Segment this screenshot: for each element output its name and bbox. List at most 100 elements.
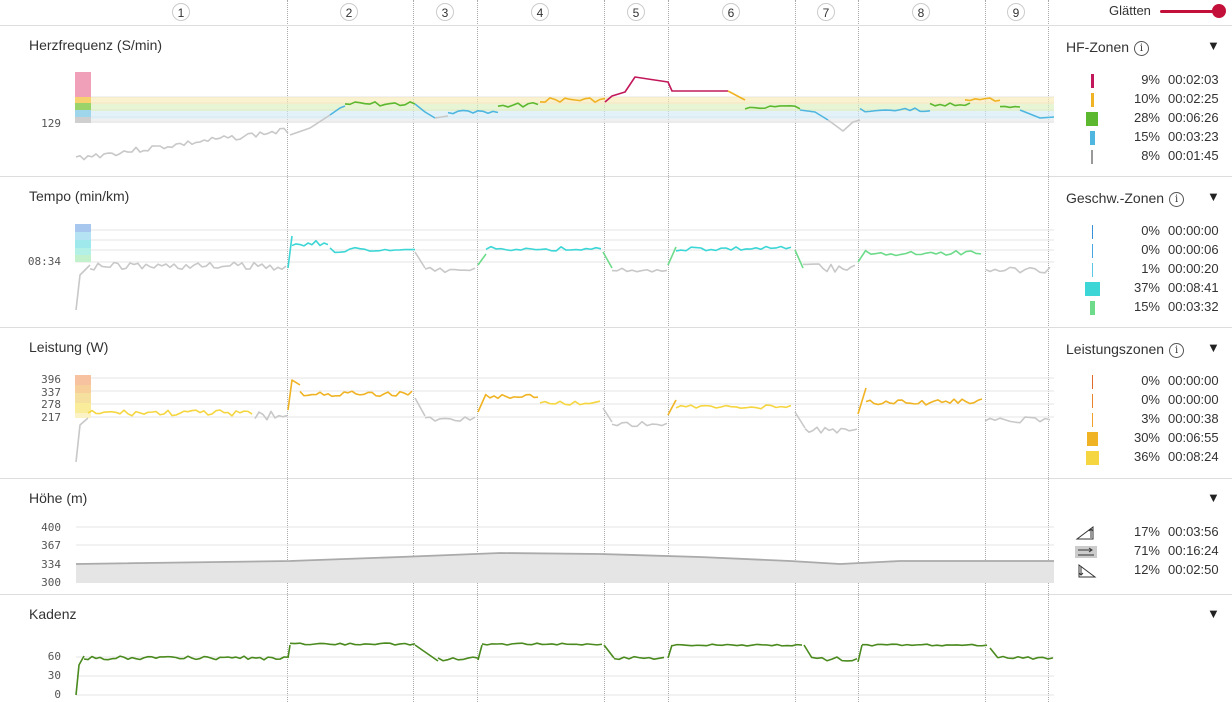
- pace-line-cyan: [291, 239, 329, 247]
- zone-time: 00:08:41: [1168, 280, 1219, 295]
- hr-line-blue: [859, 107, 931, 113]
- power-line-orange: [477, 393, 487, 413]
- cadence-line: [671, 643, 803, 647]
- zone-row: 0% 00:00:00: [1070, 392, 1230, 411]
- power-line-orange: [299, 390, 413, 398]
- info-icon[interactable]: i: [1169, 191, 1185, 207]
- lap-divider: [858, 0, 859, 702]
- divider: [0, 478, 1232, 479]
- hr-line-blue: [414, 103, 436, 119]
- hr-line-orange: [539, 97, 606, 103]
- chevron-down-icon[interactable]: ▼: [1207, 606, 1220, 621]
- elevation-tick: 300: [41, 576, 61, 589]
- power-line-grey: [75, 417, 89, 463]
- zone-swatch: [1089, 131, 1095, 145]
- cadence-tick: 30: [47, 669, 61, 682]
- lap-label[interactable]: 1: [172, 3, 190, 21]
- zone-time: 00:06:55: [1168, 430, 1219, 445]
- lap-divider: [985, 0, 986, 702]
- power-line-grey: [424, 416, 476, 422]
- zone-percent: 10%: [1133, 91, 1160, 106]
- zone-row: 36% 00:08:24: [1070, 449, 1230, 468]
- zone-percent: 9%: [1141, 72, 1160, 87]
- lap-divider: [477, 0, 478, 702]
- cadence-title: Kadenz: [29, 606, 77, 622]
- cadence-line: [414, 644, 439, 662]
- lap-label[interactable]: 9: [1007, 3, 1025, 21]
- power-zone-legend-bar: [75, 403, 91, 413]
- pace-line-green: [865, 249, 982, 257]
- lap-label[interactable]: 6: [722, 3, 740, 21]
- chevron-down-icon[interactable]: ▼: [1207, 490, 1220, 505]
- hr-line-grey: [827, 119, 861, 132]
- hr-zone-band: [76, 97, 1054, 104]
- zone-swatch: [1090, 74, 1094, 88]
- hr-line-orange: [964, 97, 1001, 102]
- zone-percent: 17%: [1133, 524, 1160, 539]
- zone-percent: 15%: [1133, 299, 1160, 314]
- lap-divider: [668, 0, 669, 702]
- zone-time: 00:02:03: [1168, 72, 1219, 87]
- zone-swatch: [1091, 413, 1093, 427]
- zone-percent: 71%: [1133, 543, 1160, 558]
- power-line-grey: [984, 416, 1051, 424]
- cadence-tick: 0: [54, 688, 61, 701]
- power-zone-legend-bar: [75, 393, 91, 403]
- power-line-yellow: [675, 404, 792, 410]
- lap-label[interactable]: 3: [436, 3, 454, 21]
- zone-percent: 0%: [1141, 223, 1160, 238]
- speed-zones-header: Geschw.-Zonen i: [1066, 190, 1185, 207]
- chevron-down-icon[interactable]: ▼: [1207, 189, 1220, 204]
- zone-percent: 15%: [1133, 129, 1160, 144]
- hr-line-blue: [1019, 109, 1055, 119]
- zone-row: 8% 00:01:45: [1070, 148, 1230, 167]
- hr-line-blue: [447, 109, 499, 115]
- zone-percent: 37%: [1133, 280, 1160, 295]
- cadence-line: [437, 656, 479, 662]
- zone-swatch: [1091, 394, 1093, 408]
- downhill-icon: [1075, 563, 1097, 578]
- zone-time: 00:06:26: [1168, 110, 1219, 125]
- zone-row: 17% 00:03:56: [1070, 524, 1230, 543]
- elevation-line: [75, 552, 1054, 565]
- zone-swatch: [1091, 225, 1093, 239]
- smoothing-slider-handle[interactable]: [1212, 4, 1226, 18]
- cadence-line: [667, 644, 673, 659]
- hr-line-green: [497, 101, 539, 108]
- lap-divider: [413, 0, 414, 702]
- zone-percent: 3%: [1141, 411, 1160, 426]
- pace-line-cyan: [287, 235, 293, 269]
- info-icon[interactable]: i: [1134, 40, 1150, 56]
- hr-line-blue: [799, 109, 829, 121]
- lap-label[interactable]: 8: [912, 3, 930, 21]
- cadence-line: [481, 642, 603, 646]
- zone-swatch: [1091, 375, 1093, 389]
- lap-label[interactable]: 7: [817, 3, 835, 21]
- info-icon[interactable]: i: [1169, 342, 1185, 358]
- chevron-down-icon[interactable]: ▼: [1207, 38, 1220, 53]
- hr-line-orange: [727, 90, 746, 101]
- cadence-line: [803, 644, 813, 659]
- lap-label[interactable]: 2: [340, 3, 358, 21]
- zone-percent: 36%: [1133, 449, 1160, 464]
- smoothing-slider[interactable]: [1160, 10, 1218, 13]
- chevron-down-icon[interactable]: ▼: [1207, 340, 1220, 355]
- zone-row: 71% 00:16:24: [1070, 543, 1230, 562]
- cadence-line: [603, 644, 615, 659]
- zone-swatch: [1091, 244, 1093, 258]
- pace-line-cyan: [675, 245, 792, 252]
- elevation-title: Höhe (m): [29, 490, 88, 506]
- zone-time: 00:03:23: [1168, 129, 1219, 144]
- lap-label[interactable]: 5: [627, 3, 645, 21]
- power-zone-legend-bar: [75, 375, 91, 385]
- zone-swatch: [1090, 93, 1094, 107]
- hr-zone-band: [76, 104, 1054, 111]
- speed-zones-title: Geschw.-Zonen: [1066, 190, 1165, 206]
- zone-swatch: [1089, 301, 1095, 315]
- power-line-grey: [254, 410, 288, 421]
- pace-line-grey: [89, 261, 287, 271]
- zone-row: 10% 00:02:25: [1070, 91, 1230, 110]
- power-line-orange: [865, 398, 983, 406]
- lap-label[interactable]: 4: [531, 3, 549, 21]
